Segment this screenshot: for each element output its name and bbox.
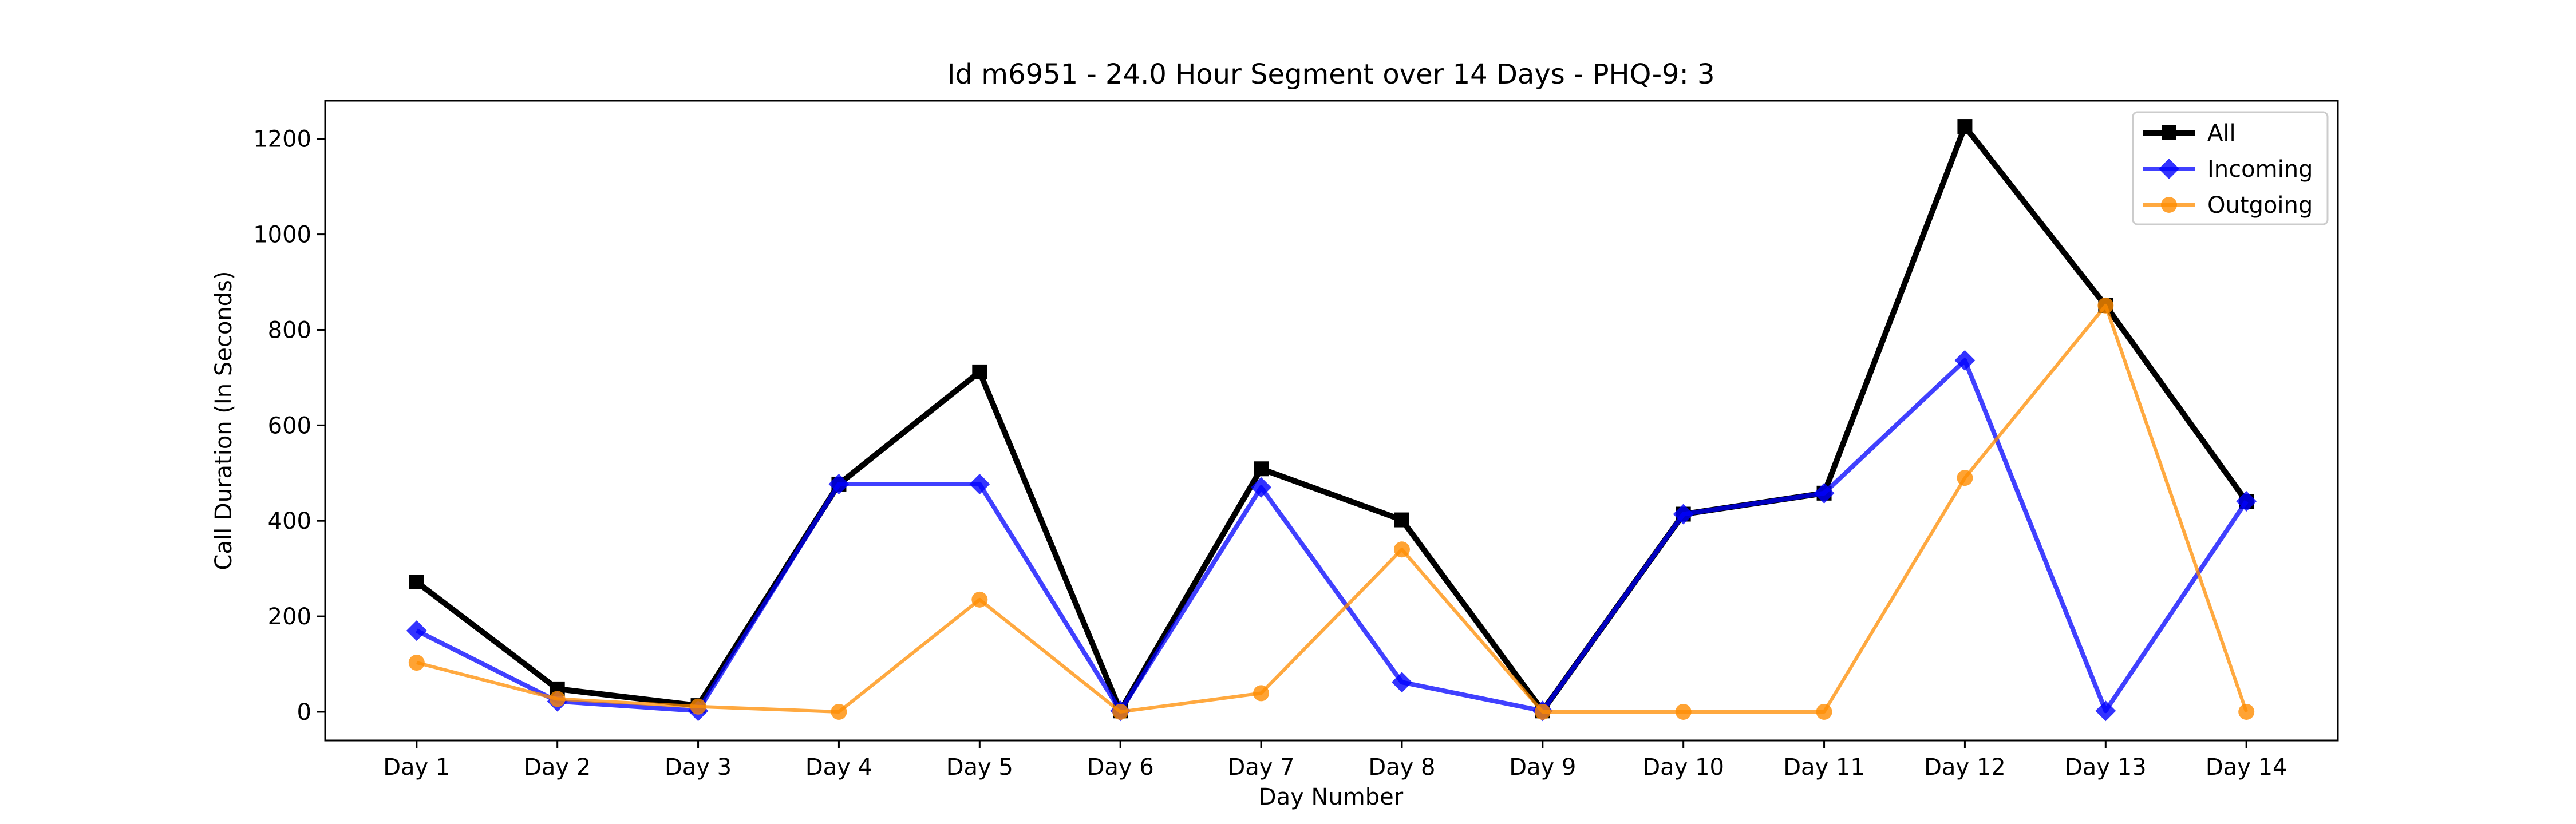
data-point-incoming (1251, 477, 1272, 498)
data-point-all (409, 575, 424, 590)
y-tick-label: 400 (268, 508, 311, 534)
data-point-all (972, 364, 987, 379)
y-tick-label: 200 (268, 604, 311, 630)
x-tick-label: Day 1 (383, 754, 450, 781)
data-point-incoming (1391, 672, 1412, 693)
y-axis-label: Call Duration (In Seconds) (211, 271, 237, 571)
data-point-outgoing (1957, 470, 1973, 486)
y-tick-label: 1000 (253, 222, 311, 248)
y-tick-label: 800 (268, 317, 311, 343)
x-tick-label: Day 7 (1227, 754, 1294, 781)
data-point-outgoing (831, 703, 847, 720)
data-point-outgoing (1393, 541, 1410, 558)
x-tick-label: Day 13 (2065, 754, 2147, 781)
data-point-incoming (1814, 482, 1835, 504)
legend-label-all: All (2207, 120, 2236, 146)
x-tick-label: Day 3 (665, 754, 732, 781)
chart-title: Id m6951 - 24.0 Hour Segment over 14 Day… (947, 58, 1714, 90)
y-tick-label: 600 (268, 413, 311, 439)
data-point-outgoing (549, 691, 566, 707)
legend-box (2132, 111, 2329, 225)
data-point-incoming (828, 473, 850, 494)
data-point-outgoing (971, 591, 988, 608)
x-tick-label: Day 12 (1924, 754, 2006, 781)
data-point-incoming (1954, 350, 1976, 371)
axes-frame (324, 100, 2339, 742)
legend-label-incoming: Incoming (2207, 156, 2313, 183)
data-point-outgoing (2238, 703, 2255, 720)
x-tick-label: Day 14 (2206, 754, 2287, 781)
data-point-outgoing (690, 698, 706, 715)
data-point-all (1394, 512, 1409, 528)
data-point-outgoing (1253, 685, 1270, 702)
data-point-incoming (2095, 700, 2116, 722)
x-tick-label: Day 8 (1368, 754, 1435, 781)
legend-marker-incoming (2159, 159, 2179, 179)
data-point-outgoing (1816, 703, 1832, 720)
data-point-outgoing (2097, 297, 2114, 314)
x-axis-label: Day Number (1259, 784, 1404, 810)
legend: All Incoming Outgoing (2132, 111, 2329, 225)
series-line-incoming (416, 358, 2249, 714)
series-line-outgoing (416, 303, 2249, 714)
data-point-all (1957, 119, 1973, 134)
y-tick-label: 1200 (253, 126, 311, 153)
legend-label-outgoing: Outgoing (2207, 192, 2313, 219)
data-point-outgoing (408, 655, 425, 671)
x-tick-label: Day 9 (1509, 754, 1576, 781)
data-point-outgoing (1112, 703, 1129, 720)
data-point-incoming (969, 473, 990, 494)
legend-marker-outgoing (2161, 197, 2177, 213)
data-point-all (1254, 461, 1269, 477)
data-point-outgoing (1675, 703, 1692, 720)
x-tick-label: Day 2 (524, 754, 591, 781)
legend-marker-all (2162, 125, 2176, 140)
data-point-incoming (2236, 491, 2257, 512)
data-point-incoming (1673, 504, 1694, 525)
x-tick-label: Day 6 (1087, 754, 1154, 781)
series-line-all (414, 124, 2249, 714)
x-tick-label: Day 5 (946, 754, 1013, 781)
x-tick-label: Day 4 (805, 754, 872, 781)
data-point-outgoing (1534, 703, 1551, 720)
data-point-incoming (406, 620, 427, 641)
x-tick-label: Day 10 (1642, 754, 1724, 781)
plot-area: 0 200 400 600 800 1000 1200 Day 1 Day 2 Day 3 Day … (253, 100, 2339, 781)
y-tick-label: 0 (297, 699, 311, 726)
x-tick-label: Day 11 (1783, 754, 1865, 781)
